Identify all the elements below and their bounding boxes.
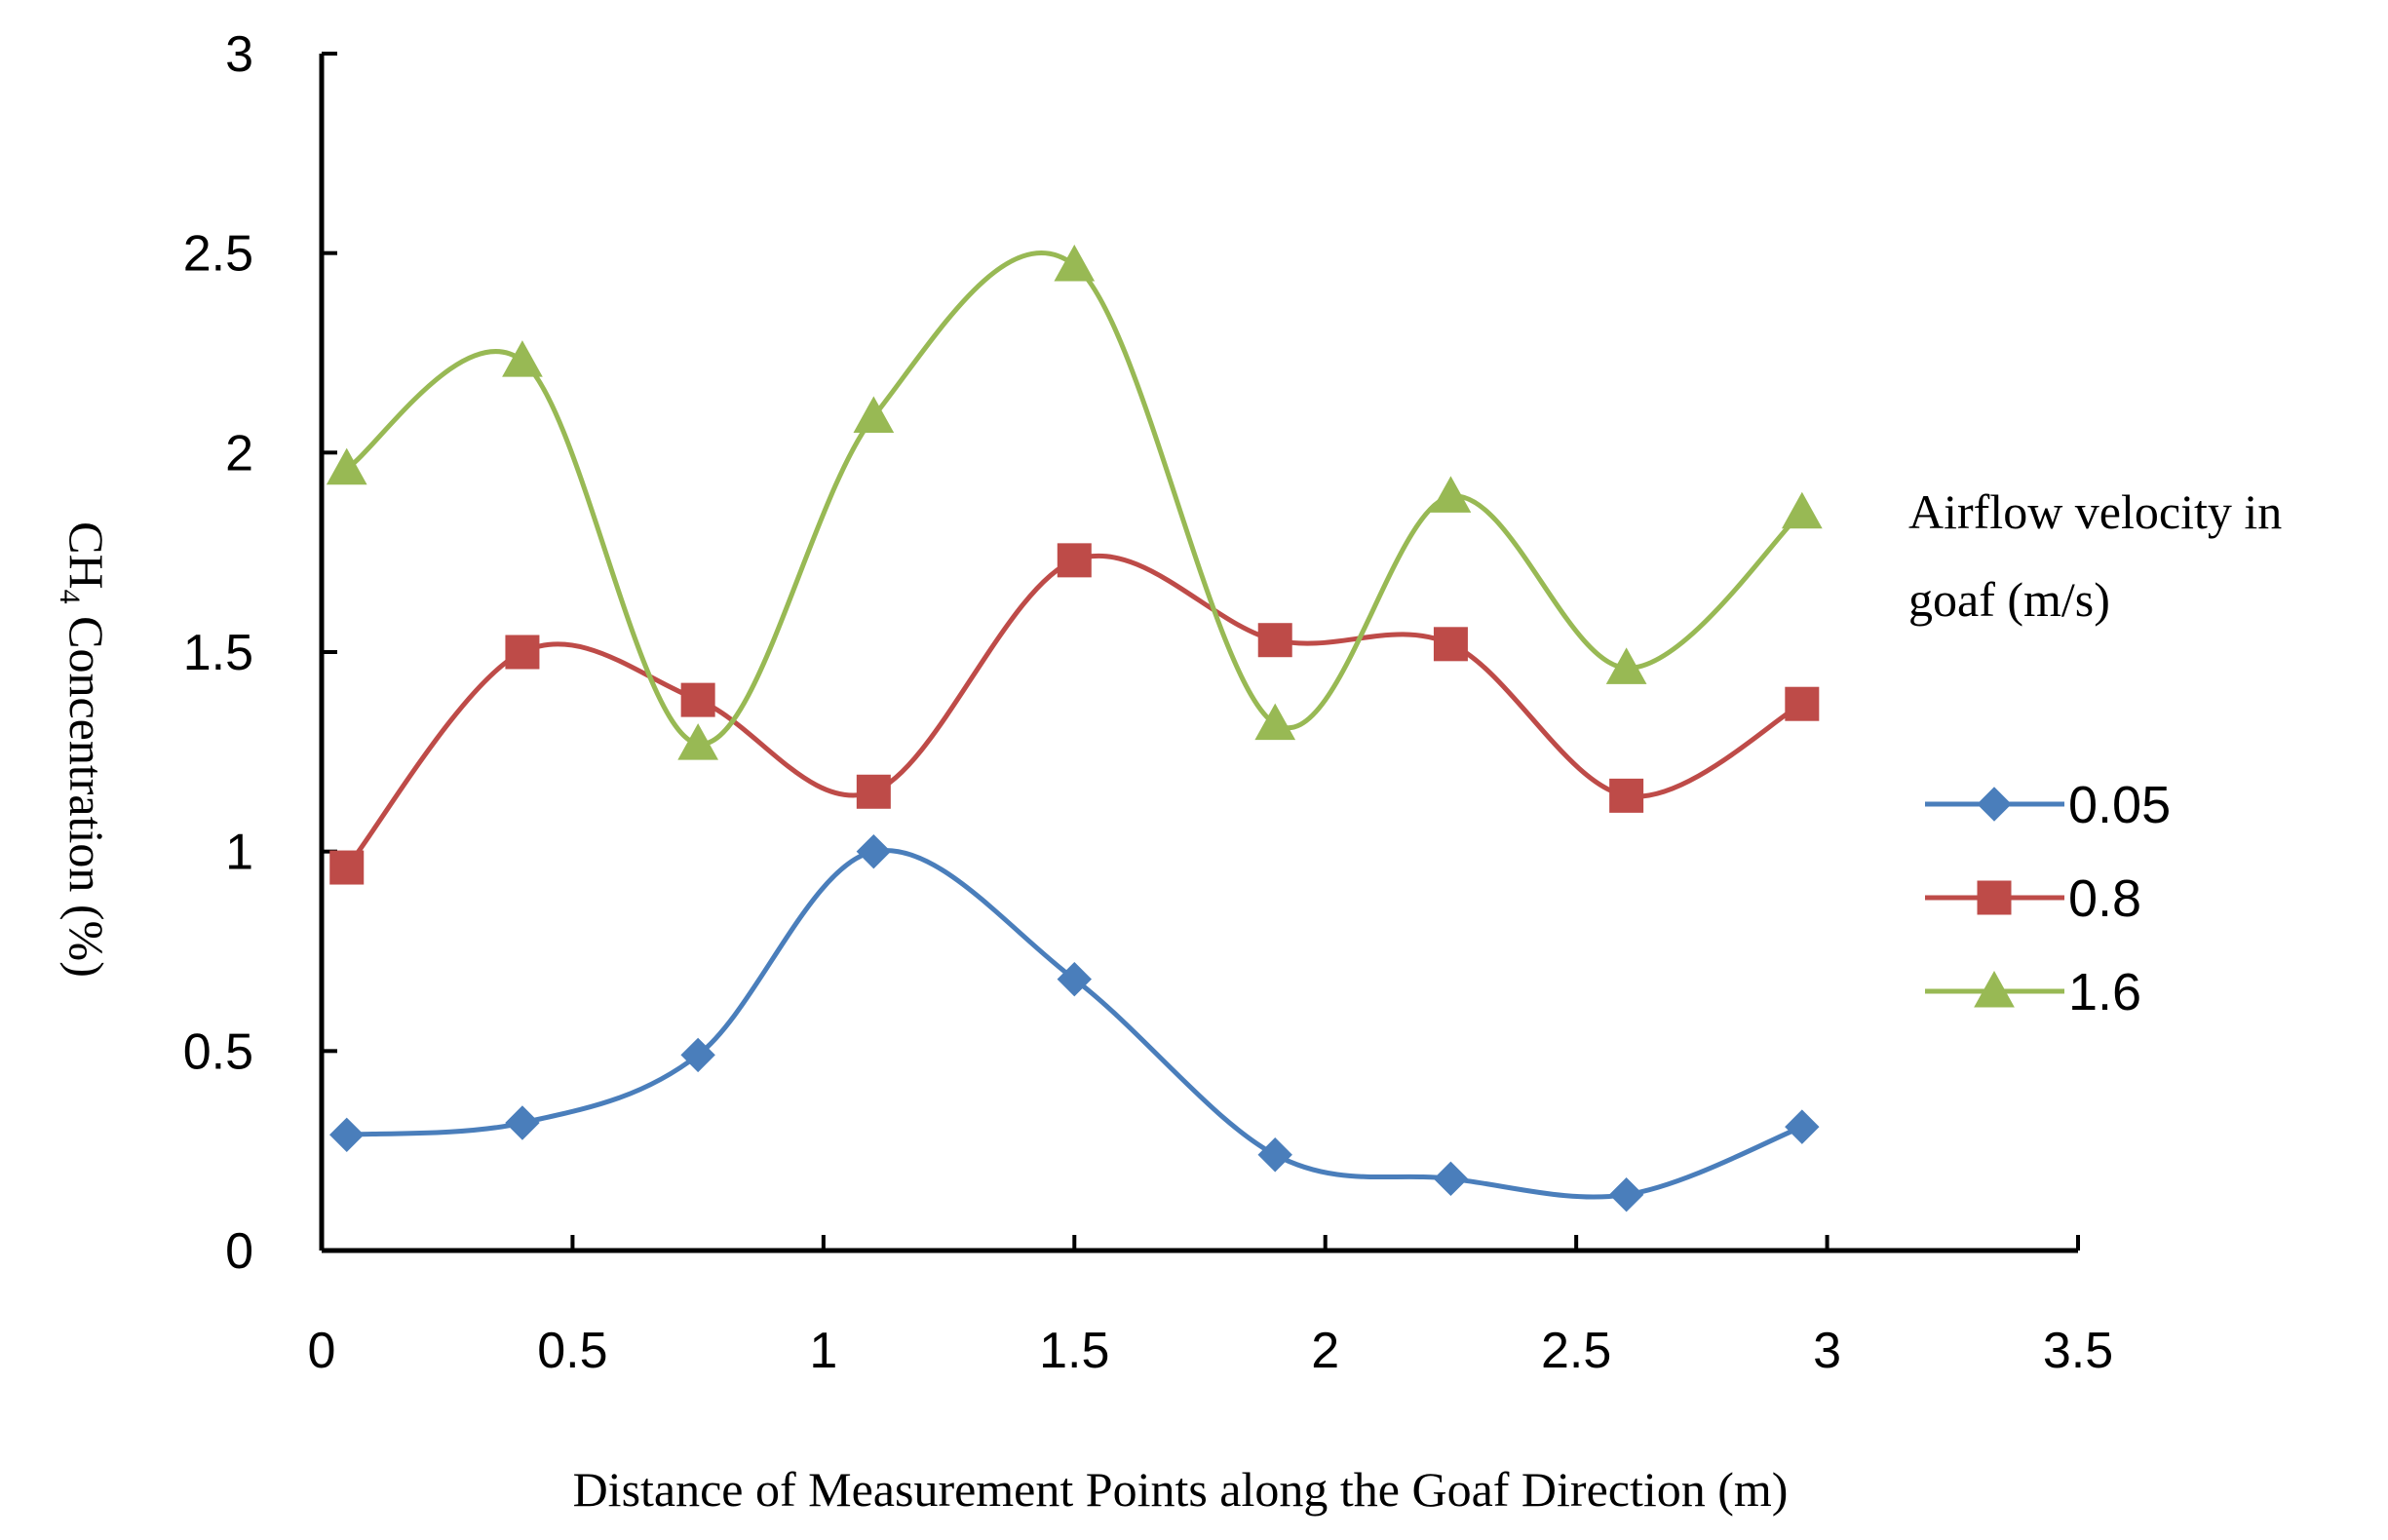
data-point-0.8 <box>856 774 891 809</box>
data-point-0.8 <box>1057 543 1092 578</box>
x-tick-label: 2 <box>1311 1323 1339 1379</box>
series-line-0.8 <box>344 553 1804 869</box>
legend-marker <box>1974 970 2015 1008</box>
y-tick-label: 3 <box>225 26 253 83</box>
legend-marker <box>1977 880 2012 915</box>
x-tick-label: 0 <box>308 1323 336 1379</box>
data-point-0.8 <box>1433 627 1468 662</box>
data-point-0.05 <box>1257 1137 1292 1173</box>
y-tick-label: 0 <box>225 1223 253 1280</box>
y-axis-title-suffix: Concentration (%) <box>59 604 114 978</box>
data-point-1.6 <box>853 396 895 433</box>
y-axis-title-prefix: CH <box>59 521 114 589</box>
data-point-0.05 <box>1785 1109 1820 1144</box>
data-point-1.6 <box>1254 703 1296 741</box>
legend-title-line-1: Airflow velocity in <box>1908 484 2282 539</box>
legend-entries: 0.05 0.8 1.6 <box>1925 776 2171 1021</box>
y-tick-label: 1 <box>225 825 253 881</box>
data-point-0.8 <box>1785 686 1820 721</box>
data-point-0.05 <box>1433 1161 1469 1197</box>
y-tick-label: 1.5 <box>183 625 253 681</box>
data-point-0.8 <box>1257 623 1292 658</box>
data-point-0.05 <box>1057 961 1092 997</box>
legend: Airflow velocity in goaf (m/s) 0.05 0.8 1.… <box>1908 484 2282 1021</box>
x-axis-title: Distance of Measurement Points along the… <box>573 1462 1789 1517</box>
x-tick-label: 3 <box>1813 1323 1841 1379</box>
data-point-0.05 <box>680 1037 715 1073</box>
data-point-1.6 <box>1430 476 1472 513</box>
legend-label: 0.05 <box>2068 776 2171 834</box>
data-point-1.6 <box>326 447 367 485</box>
legend-label: 0.8 <box>2068 869 2141 928</box>
data-point-1.6 <box>1781 491 1823 529</box>
x-tick-label: 0.5 <box>537 1323 607 1379</box>
series-markers <box>326 244 1823 1213</box>
x-tick-label: 3.5 <box>2043 1323 2113 1379</box>
series-line-1.6 <box>345 250 1804 747</box>
y-axis-title: CH4 Concentration (%) <box>54 521 114 978</box>
legend-title-line-2: goaf (m/s) <box>1908 572 2110 627</box>
series-line-0.05 <box>346 847 1803 1200</box>
data-point-0.05 <box>329 1117 365 1153</box>
y-tick-label: 2 <box>225 425 253 481</box>
data-point-0.05 <box>856 833 892 869</box>
data-point-1.6 <box>502 340 543 377</box>
data-point-1.6 <box>1605 647 1647 684</box>
y-tick-label: 2.5 <box>183 226 253 283</box>
y-axis-title-subscript: 4 <box>54 590 86 604</box>
data-point-1.6 <box>1054 244 1096 282</box>
data-point-0.8 <box>680 682 715 717</box>
y-tick-label: 0.5 <box>183 1023 253 1080</box>
legend-entry-1.6: 1.6 <box>1925 963 2141 1021</box>
legend-entry-0.05: 0.05 <box>1925 776 2171 834</box>
x-tick-label: 1.5 <box>1039 1323 1109 1379</box>
data-point-0.05 <box>505 1105 540 1140</box>
x-tick-label: 1 <box>809 1323 837 1379</box>
data-point-0.8 <box>505 635 540 670</box>
axes: 0 0.5 1 1.5 2 2.5 3 0 0.5 1 1.5 2 2.5 3 3.5 <box>183 26 2113 1379</box>
data-point-0.8 <box>1609 778 1644 813</box>
data-point-0.8 <box>329 850 365 885</box>
legend-label: 1.6 <box>2068 963 2141 1021</box>
legend-marker <box>1977 787 2012 822</box>
data-point-0.05 <box>1608 1176 1644 1213</box>
x-tick-label: 2.5 <box>1541 1323 1611 1379</box>
legend-entry-0.8: 0.8 <box>1925 869 2141 928</box>
series-lines <box>344 250 1804 1200</box>
data-point-1.6 <box>677 723 718 760</box>
